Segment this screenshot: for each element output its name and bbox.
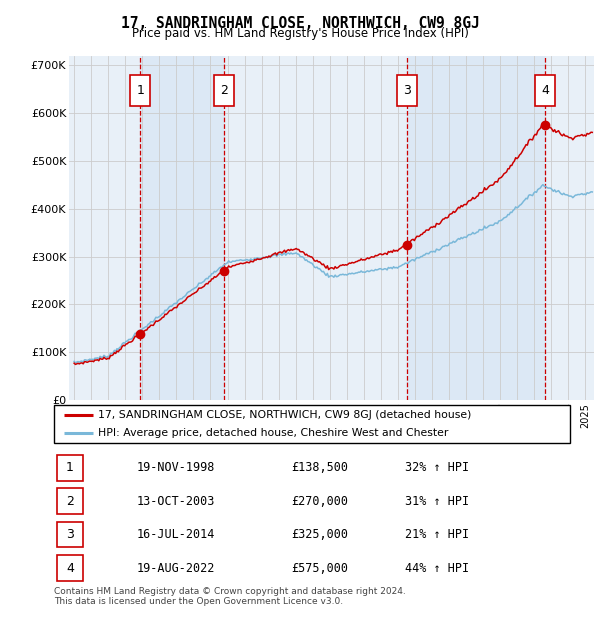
FancyBboxPatch shape [56,488,83,514]
FancyBboxPatch shape [397,75,417,105]
Text: 31% ↑ HPI: 31% ↑ HPI [405,495,469,508]
Text: 19-NOV-1998: 19-NOV-1998 [137,461,215,474]
Text: 4: 4 [541,84,549,97]
Text: 13-OCT-2003: 13-OCT-2003 [137,495,215,508]
Text: £575,000: £575,000 [292,562,349,575]
Text: 1: 1 [66,461,74,474]
FancyBboxPatch shape [56,454,83,480]
Text: 32% ↑ HPI: 32% ↑ HPI [405,461,469,474]
Bar [407,56,545,400]
Text: 17, SANDRINGHAM CLOSE, NORTHWICH, CW9 8GJ (detached house): 17, SANDRINGHAM CLOSE, NORTHWICH, CW9 8G… [98,410,471,420]
FancyBboxPatch shape [130,75,150,105]
FancyBboxPatch shape [535,75,555,105]
Text: 3: 3 [403,84,411,97]
Text: Contains HM Land Registry data © Crown copyright and database right 2024.
This d: Contains HM Land Registry data © Crown c… [54,587,406,606]
Text: 2: 2 [66,495,74,508]
Text: 44% ↑ HPI: 44% ↑ HPI [405,562,469,575]
Text: 4: 4 [66,562,74,575]
Text: 17, SANDRINGHAM CLOSE, NORTHWICH, CW9 8GJ: 17, SANDRINGHAM CLOSE, NORTHWICH, CW9 8G… [121,16,479,30]
Text: 2: 2 [220,84,228,97]
FancyBboxPatch shape [56,555,83,581]
Text: Price paid vs. HM Land Registry's House Price Index (HPI): Price paid vs. HM Land Registry's House … [131,27,469,40]
Bar [140,56,224,400]
FancyBboxPatch shape [214,75,234,105]
Text: 19-AUG-2022: 19-AUG-2022 [137,562,215,575]
Text: 1: 1 [136,84,144,97]
Text: HPI: Average price, detached house, Cheshire West and Chester: HPI: Average price, detached house, Ches… [98,428,448,438]
FancyBboxPatch shape [56,521,83,547]
Text: 16-JUL-2014: 16-JUL-2014 [137,528,215,541]
Text: 3: 3 [66,528,74,541]
Text: 21% ↑ HPI: 21% ↑ HPI [405,528,469,541]
Text: £138,500: £138,500 [292,461,349,474]
Text: £270,000: £270,000 [292,495,349,508]
Text: £325,000: £325,000 [292,528,349,541]
